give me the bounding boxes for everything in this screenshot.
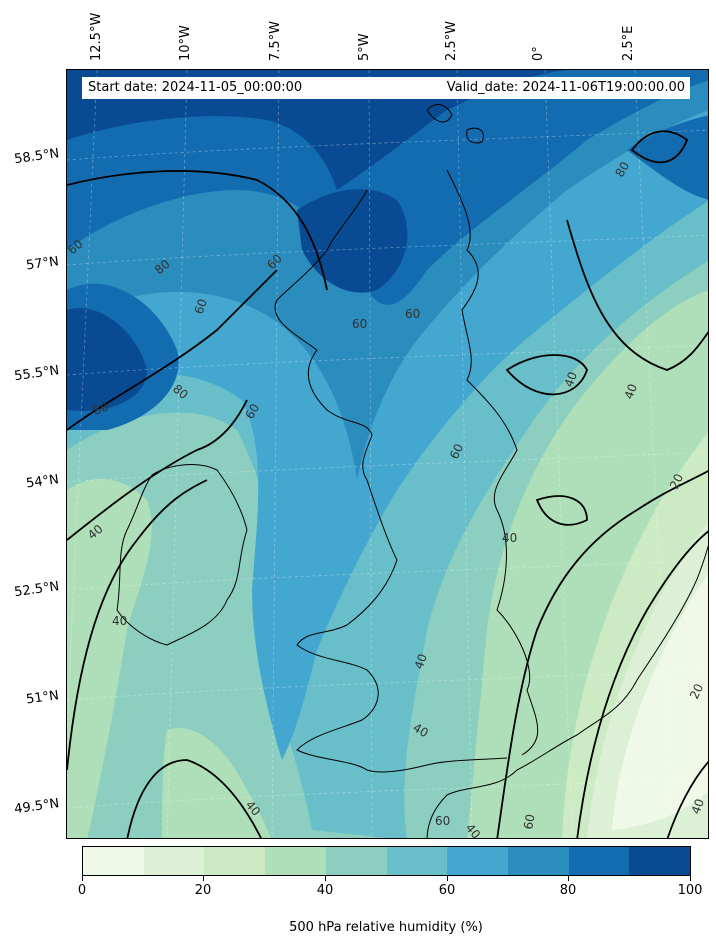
colorbar-tick-label: 40 xyxy=(316,883,334,898)
humidity-colorbar xyxy=(82,846,691,876)
contour-label: 40 xyxy=(502,531,517,545)
contour-label: 20 xyxy=(667,472,686,492)
colorbar-segment-3 xyxy=(265,847,326,875)
colorbar-segment-6 xyxy=(447,847,508,875)
coastlines xyxy=(116,104,708,838)
rh-band-30-40-southwest xyxy=(162,728,272,838)
rh-band-90-100-highlands xyxy=(297,189,408,293)
contour-label: 60 xyxy=(447,442,466,462)
contour-label: 60 xyxy=(352,317,367,331)
lat-label-54n: 54°N xyxy=(25,472,61,492)
start-date-label: Start date: 2024-11-05_00:00:00 xyxy=(88,80,303,95)
rh-band-90-100 xyxy=(67,70,567,190)
contour-label: 40 xyxy=(463,821,484,839)
colorbar-tick xyxy=(82,876,83,881)
colorbar-tick xyxy=(447,876,448,881)
colorbar-segment-5 xyxy=(386,847,448,875)
lon-label-12-5w: 12.5°W xyxy=(89,12,104,61)
contour-label: 60 xyxy=(242,401,262,421)
colorbar-tick xyxy=(690,876,691,881)
contour-label: 60 xyxy=(521,813,537,830)
rh-band-80-90 xyxy=(67,70,708,305)
colorbar-tick-label: 100 xyxy=(677,883,703,898)
contour-label: 60 xyxy=(435,814,450,828)
contour-label: 60 xyxy=(405,307,420,321)
rh-band-80-90-ne xyxy=(627,115,708,200)
contour-label: 80 xyxy=(612,159,632,179)
lat-label-51n: 51°N xyxy=(25,688,61,708)
contour-label: 20 xyxy=(687,682,706,702)
lon-label-0: 0° xyxy=(531,46,546,61)
colorbar-segment-1 xyxy=(143,847,205,875)
lat-label-52-5n: 52.5°N xyxy=(13,579,61,601)
humidity-map[interactable]: 60 80 80 60 60 80 80 60 60 60 60 40 40 4… xyxy=(67,70,709,839)
date-header-box xyxy=(82,77,690,99)
colorbar-tick xyxy=(203,876,204,881)
colorbar-segment-9 xyxy=(629,847,691,875)
lon-label-2-5w: 2.5°W xyxy=(444,20,459,61)
contour-label: 80 xyxy=(91,399,110,417)
contour-label: 40 xyxy=(689,797,707,816)
lon-label-5w: 5°W xyxy=(357,33,372,61)
colorbar-segment-2 xyxy=(204,847,266,875)
colorbar-tick-label: 60 xyxy=(438,883,456,898)
rh-band-0-10-east xyxy=(612,573,708,830)
colorbar-segment-7 xyxy=(507,847,569,875)
contour-label: 60 xyxy=(192,297,210,316)
colorbar-segment-4 xyxy=(325,847,387,875)
colorbar-segment-0 xyxy=(83,847,144,875)
contour-label: 40 xyxy=(112,614,127,628)
graticule xyxy=(67,70,708,838)
contour-label: 40 xyxy=(562,370,580,389)
rh-band-30-40-west xyxy=(67,479,152,838)
colorbar-segment-8 xyxy=(568,847,630,875)
contour-label: 40 xyxy=(411,720,431,740)
lat-label-49-5n: 49.5°N xyxy=(13,796,61,818)
lat-label-57n: 57°N xyxy=(25,254,61,274)
contour-label: 40 xyxy=(412,652,430,671)
lat-label-55-5n: 55.5°N xyxy=(13,363,61,385)
colorbar-tick-label: 0 xyxy=(77,883,87,898)
contour-label: 40 xyxy=(622,382,640,401)
colorbar-tick xyxy=(325,876,326,881)
lon-label-10w: 10°W xyxy=(178,25,193,61)
map-panel[interactable]: 60 80 80 60 60 80 80 60 60 60 60 40 40 4… xyxy=(66,69,709,839)
lat-label-58-5n: 58.5°N xyxy=(13,146,61,168)
rh-band-90-100-west xyxy=(67,308,147,411)
colorbar-title: 500 hPa relative humidity (%) xyxy=(289,920,483,935)
colorbar-tick xyxy=(568,876,569,881)
colorbar-tick-label: 80 xyxy=(559,883,577,898)
lon-label-2-5e: 2.5°E xyxy=(621,25,636,61)
lon-label-7-5w: 7.5°W xyxy=(268,20,283,61)
colorbar-tick-label: 20 xyxy=(194,883,212,898)
valid-date-label: Valid_date: 2024-11-06T19:00:00.00 xyxy=(446,80,685,95)
rh-contours xyxy=(67,130,708,838)
